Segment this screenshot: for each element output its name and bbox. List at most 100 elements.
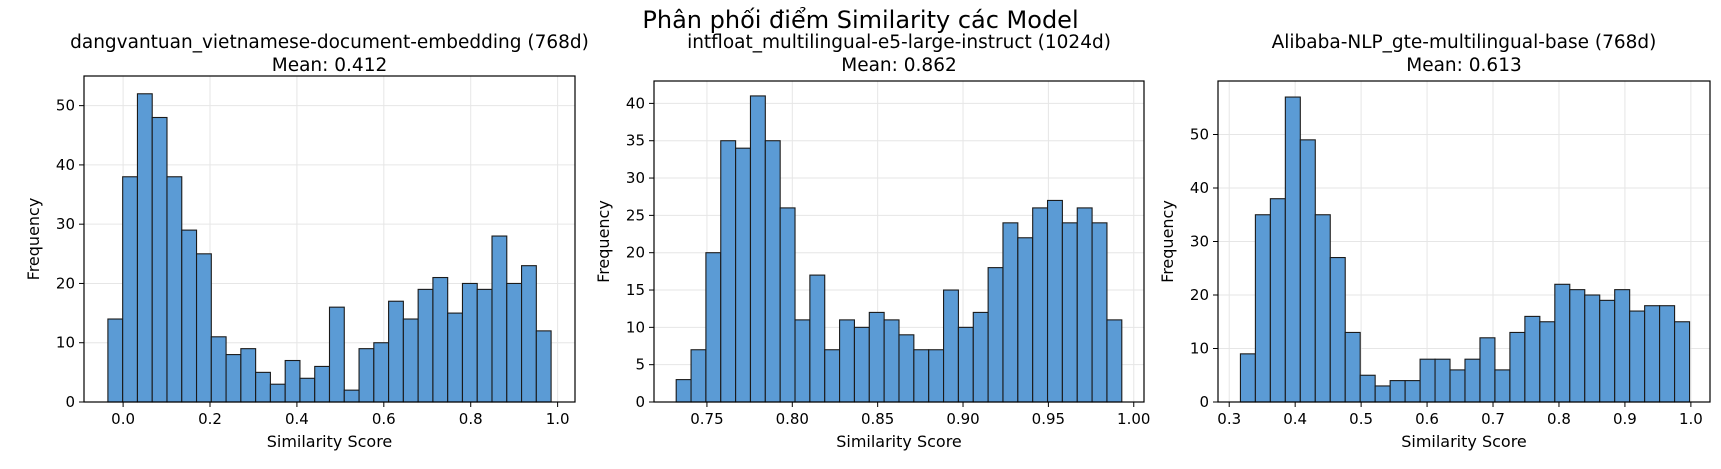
y-tick-label: 15 <box>626 281 645 299</box>
histogram-bar <box>943 289 959 403</box>
histogram-bar <box>461 282 478 403</box>
histogram-bar <box>195 253 212 403</box>
histogram-bar <box>1299 139 1316 403</box>
histogram-bar <box>779 207 796 403</box>
histogram-bar <box>1254 214 1271 403</box>
histogram-bar <box>883 319 900 403</box>
x-tick-label: 1.0 <box>1679 410 1703 428</box>
x-tick-label: 0.7 <box>1481 410 1505 428</box>
histogram-bar <box>928 349 945 403</box>
x-axis-label: Similarity Score <box>836 432 962 451</box>
x-tick-label: 1.00 <box>1117 410 1150 428</box>
histogram-bar <box>794 319 811 403</box>
histogram-bar <box>1404 380 1421 403</box>
histogram-bar <box>957 326 974 403</box>
histogram-bar <box>314 365 331 403</box>
axes-frame <box>653 80 1145 403</box>
x-tick-label: 0.8 <box>459 410 483 428</box>
histogram-bar <box>1524 315 1541 403</box>
x-axis-label: Similarity Score <box>1401 432 1527 451</box>
histogram-bar <box>1614 289 1631 403</box>
histogram-bar <box>853 326 870 403</box>
y-axis-label: Frequency <box>24 198 43 281</box>
y-tick-label: 50 <box>56 97 75 115</box>
histogram-bar <box>839 319 855 403</box>
histogram-bar <box>1434 358 1451 403</box>
y-tick-label: 30 <box>56 215 75 233</box>
histogram-bar <box>358 348 375 403</box>
histogram-bar <box>417 288 434 403</box>
y-tick-label: 10 <box>56 334 75 352</box>
subplot-title: Alibaba-NLP_gte-multilingual-base (768d) <box>1272 32 1657 53</box>
axes-frame <box>83 75 576 403</box>
y-tick-label: 0 <box>65 393 75 411</box>
histogram-bar <box>1032 207 1049 403</box>
histogram-bar <box>1076 207 1093 403</box>
histogram-bar <box>913 349 930 403</box>
x-tick-label: 0.80 <box>776 410 809 428</box>
histogram-bar <box>1494 369 1511 403</box>
histogram-bar <box>868 311 885 403</box>
histogram-bar <box>1449 369 1466 403</box>
histogram-bar <box>402 318 419 403</box>
histogram-bar <box>491 235 508 403</box>
y-tick-label: 30 <box>626 169 645 187</box>
histogram-bar <box>987 267 1004 403</box>
x-tick-label: 1.0 <box>546 410 570 428</box>
histogram-bar <box>1674 321 1691 403</box>
y-tick-label: 0 <box>635 393 645 411</box>
histogram-bar <box>1329 256 1346 403</box>
histogram-bar <box>284 359 301 403</box>
subplot-title: dangvantuan_vietnamese-document-embeddin… <box>70 32 589 53</box>
histogram-bar <box>166 176 183 403</box>
histogram-bar <box>1419 358 1436 403</box>
histogram-bar <box>1584 294 1601 403</box>
y-tick-label: 20 <box>626 244 645 262</box>
histogram-bar <box>1061 222 1078 403</box>
y-tick-label: 40 <box>1190 179 1209 197</box>
x-axis-label: Similarity Score <box>267 432 393 451</box>
histogram-bar <box>181 229 198 403</box>
histogram-bar <box>151 116 168 403</box>
histogram-bar <box>1599 299 1616 403</box>
y-tick-label: 30 <box>1190 233 1209 251</box>
histogram-bar <box>388 300 404 403</box>
histogram-bar <box>898 334 915 403</box>
histogram-bar <box>809 274 826 403</box>
x-tick-label: 0.8 <box>1547 410 1571 428</box>
x-tick-label: 0.3 <box>1217 410 1241 428</box>
histogram-bar <box>240 348 257 403</box>
histogram-bar <box>1314 214 1331 403</box>
y-tick-label: 40 <box>56 156 75 174</box>
histogram-bar <box>1239 353 1256 403</box>
histogram-bar <box>972 311 989 403</box>
histogram-bar <box>269 383 286 403</box>
histogram-bar <box>373 342 390 403</box>
x-tick-label: 0.95 <box>1032 410 1065 428</box>
histogram-bar <box>328 306 345 403</box>
x-tick-label: 0.90 <box>946 410 979 428</box>
histogram-bar <box>1464 358 1481 403</box>
histogram-bar <box>720 140 737 403</box>
y-tick-label: 20 <box>1190 286 1209 304</box>
y-tick-label: 0 <box>1199 393 1209 411</box>
histogram-bar <box>1344 331 1361 403</box>
histogram-bar <box>764 140 781 403</box>
histogram-bar <box>1509 331 1526 403</box>
x-tick-label: 0.85 <box>861 410 894 428</box>
histogram-bar <box>122 176 138 403</box>
histogram-bar <box>210 336 227 403</box>
histogram-bar <box>1554 283 1571 403</box>
y-tick-label: 5 <box>635 356 645 374</box>
x-tick-label: 0.5 <box>1349 410 1373 428</box>
figure-title: Phân phối điểm Similarity các Model <box>642 6 1079 34</box>
subplot-mean: Mean: 0.412 <box>272 55 387 76</box>
x-tick-label: 0.9 <box>1613 410 1637 428</box>
y-tick-label: 20 <box>56 274 75 292</box>
histogram-bar <box>447 312 464 403</box>
histogram-bar <box>1644 305 1661 403</box>
y-axis-label: Frequency <box>594 200 613 283</box>
histogram-bar <box>506 282 523 403</box>
y-tick-label: 10 <box>1190 340 1209 358</box>
